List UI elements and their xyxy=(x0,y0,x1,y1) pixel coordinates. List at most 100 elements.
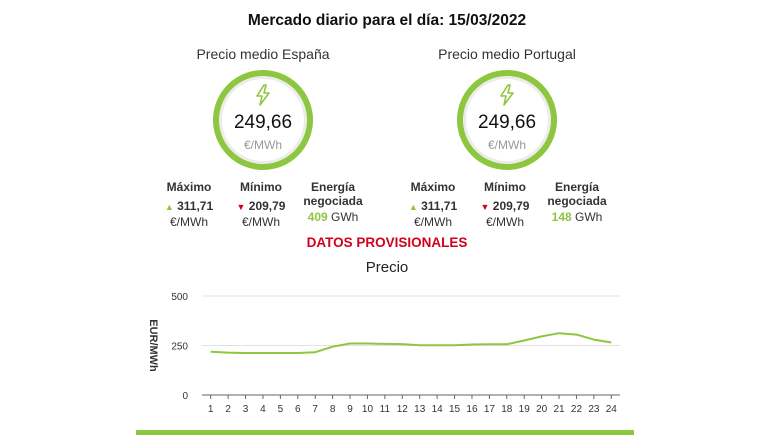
data-point xyxy=(593,339,595,341)
x-tick-label: 11 xyxy=(380,404,391,415)
y-axis-title: EUR/MWh xyxy=(147,319,159,372)
bottom-divider xyxy=(136,430,634,435)
spain-average-gauge: 249,66 €/MWh xyxy=(213,70,313,170)
energy-value: 409 xyxy=(307,210,328,224)
energy-value: 148 xyxy=(551,210,572,224)
x-tick-label: 20 xyxy=(536,404,548,415)
page-title: Mercado diario para el día: 15/03/2022 xyxy=(247,12,527,29)
x-tick-label: 17 xyxy=(484,404,496,415)
spain-min-stat: Mínimo ▼ 209,79 €/MWh xyxy=(225,180,297,229)
triangle-down-icon: ▼ xyxy=(236,202,246,212)
x-tick-label: 8 xyxy=(330,404,336,415)
energy-unit: GWh xyxy=(575,210,603,224)
spain-energy-stat: Energía negociada 409 GWh xyxy=(293,180,373,224)
data-point xyxy=(227,352,229,354)
max-unit: €/MWh xyxy=(413,215,452,229)
data-point xyxy=(488,343,490,345)
min-value: 209,79 xyxy=(248,199,286,213)
min-label: Mínimo xyxy=(484,180,526,194)
max-label: Máximo xyxy=(166,180,212,194)
lightning-bolt-icon xyxy=(500,84,514,106)
x-tick-label: 13 xyxy=(414,404,426,415)
x-tick-label: 16 xyxy=(466,404,478,415)
triangle-up-icon: ▲ xyxy=(408,202,418,212)
data-point xyxy=(610,342,612,344)
y-tick-label: 250 xyxy=(171,342,188,353)
min-value: 209,79 xyxy=(492,199,530,213)
x-tick-label: 7 xyxy=(312,404,318,415)
spain-average-value: 249,66 xyxy=(233,112,293,133)
x-tick-label: 18 xyxy=(501,404,513,415)
min-unit: €/MWh xyxy=(241,215,280,229)
spain-panel-title: Precio medio España xyxy=(196,46,330,62)
portugal-average-gauge: 249,66 €/MWh xyxy=(457,70,557,170)
x-tick-label: 5 xyxy=(278,404,284,415)
data-point xyxy=(366,343,368,345)
energy-unit: GWh xyxy=(331,210,359,224)
data-point xyxy=(384,343,386,345)
x-tick-label: 2 xyxy=(225,404,231,415)
x-tick-label: 15 xyxy=(449,404,461,415)
data-point xyxy=(506,343,508,345)
data-point xyxy=(541,335,543,337)
x-tick-label: 4 xyxy=(260,404,266,415)
data-point xyxy=(419,344,421,346)
data-point xyxy=(436,344,438,346)
energy-label-2: negociada xyxy=(303,194,363,208)
data-point xyxy=(349,343,351,345)
chart-title: Precio xyxy=(365,259,409,276)
data-point xyxy=(332,346,334,348)
portugal-price-panel: Precio medio Portugal 249,66 €/MWh Máxim… xyxy=(397,46,617,240)
max-label: Máximo xyxy=(410,180,456,194)
portugal-stats: Máximo ▲ 311,71 €/MWh Mínimo ▼ 209,79 €/… xyxy=(397,180,617,240)
x-tick-label: 14 xyxy=(432,404,444,415)
data-point xyxy=(279,352,281,354)
triangle-up-icon: ▲ xyxy=(164,202,174,212)
x-tick-label: 23 xyxy=(588,404,600,415)
x-tick-label: 22 xyxy=(571,404,583,415)
portugal-average-unit: €/MWh xyxy=(487,138,526,152)
max-value: 311,71 xyxy=(421,199,458,213)
energy-label-1: Energía xyxy=(310,180,355,194)
portugal-min-stat: Mínimo ▼ 209,79 €/MWh xyxy=(469,180,541,229)
data-point xyxy=(210,351,212,353)
data-point xyxy=(523,340,525,342)
energy-label-2: negociada xyxy=(547,194,607,208)
max-value: 311,71 xyxy=(177,199,214,213)
data-point xyxy=(575,334,577,336)
x-tick-label: 1 xyxy=(208,404,214,415)
data-point xyxy=(262,352,264,354)
data-point xyxy=(314,351,316,353)
data-point xyxy=(471,344,473,346)
data-point xyxy=(297,352,299,354)
data-point xyxy=(454,344,456,346)
x-tick-label: 6 xyxy=(295,404,301,415)
x-tick-label: 19 xyxy=(519,404,531,415)
spain-average-unit: €/MWh xyxy=(243,138,282,152)
data-point xyxy=(401,343,403,345)
x-tick-label: 10 xyxy=(362,404,374,415)
spain-stats: Máximo ▲ 311,71 €/MWh Mínimo ▼ 209,79 €/… xyxy=(153,180,373,240)
portugal-max-stat: Máximo ▲ 311,71 €/MWh xyxy=(397,180,469,229)
min-unit: €/MWh xyxy=(485,215,524,229)
y-tick-label: 500 xyxy=(171,292,188,303)
energy-label-1: Energía xyxy=(554,180,599,194)
spain-price-panel: Precio medio España 249,66 €/MWh Máximo … xyxy=(153,46,373,240)
max-unit: €/MWh xyxy=(169,215,208,229)
x-tick-label: 3 xyxy=(243,404,249,415)
data-point xyxy=(245,352,247,354)
triangle-down-icon: ▼ xyxy=(480,202,490,212)
y-tick-label: 0 xyxy=(182,391,188,402)
spain-max-stat: Máximo ▲ 311,71 €/MWh xyxy=(153,180,225,229)
x-tick-label: 24 xyxy=(606,404,618,415)
data-point xyxy=(558,332,560,334)
portugal-average-value: 249,66 xyxy=(477,112,537,133)
min-label: Mínimo xyxy=(240,180,282,194)
provisional-data-notice: DATOS PROVISIONALES xyxy=(306,235,468,250)
x-tick-label: 21 xyxy=(553,404,565,415)
portugal-energy-stat: Energía negociada 148 GWh xyxy=(537,180,617,224)
x-tick-label: 12 xyxy=(397,404,409,415)
lightning-bolt-icon xyxy=(256,84,270,106)
price-series-line xyxy=(210,332,612,354)
